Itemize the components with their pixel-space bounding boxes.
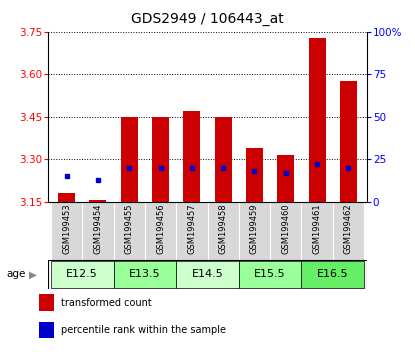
Text: ▶: ▶ [29,269,37,279]
FancyBboxPatch shape [51,261,114,288]
FancyBboxPatch shape [239,261,301,288]
Bar [51,202,82,260]
Bar [208,202,239,260]
FancyBboxPatch shape [176,261,239,288]
Bar [270,202,301,260]
Text: E16.5: E16.5 [317,269,349,279]
Bar [145,202,176,260]
Text: E12.5: E12.5 [66,269,98,279]
Bar [176,202,208,260]
Bar [333,202,364,260]
Bar [246,148,263,202]
Text: GSM199457: GSM199457 [187,204,196,254]
Text: E14.5: E14.5 [192,269,223,279]
Bar [340,81,357,202]
Bar [58,193,75,202]
Text: E13.5: E13.5 [129,269,161,279]
Bar [215,117,232,202]
Bar [39,295,54,311]
Bar [183,111,200,202]
Text: GDS2949 / 106443_at: GDS2949 / 106443_at [131,12,284,27]
Bar [89,200,107,202]
Text: GSM199460: GSM199460 [281,204,290,254]
Text: transformed count: transformed count [61,297,151,308]
Text: GSM199458: GSM199458 [219,204,228,254]
Bar [82,202,114,260]
FancyBboxPatch shape [114,261,176,288]
Text: percentile rank within the sample: percentile rank within the sample [61,325,226,335]
Bar [277,155,294,202]
Bar [301,202,333,260]
Text: GSM199453: GSM199453 [62,204,71,254]
Bar [121,117,138,202]
Bar [39,322,54,338]
Bar [239,202,270,260]
Text: age: age [6,269,26,279]
Text: E15.5: E15.5 [254,269,286,279]
Text: GSM199456: GSM199456 [156,204,165,254]
Text: GSM199454: GSM199454 [93,204,103,254]
Text: GSM199455: GSM199455 [124,204,134,254]
Text: GSM199461: GSM199461 [312,204,322,254]
Text: GSM199462: GSM199462 [344,204,353,254]
Bar [308,38,326,202]
FancyBboxPatch shape [48,260,367,289]
Bar [114,202,145,260]
Bar [152,117,169,202]
FancyBboxPatch shape [301,261,364,288]
Text: GSM199459: GSM199459 [250,204,259,254]
